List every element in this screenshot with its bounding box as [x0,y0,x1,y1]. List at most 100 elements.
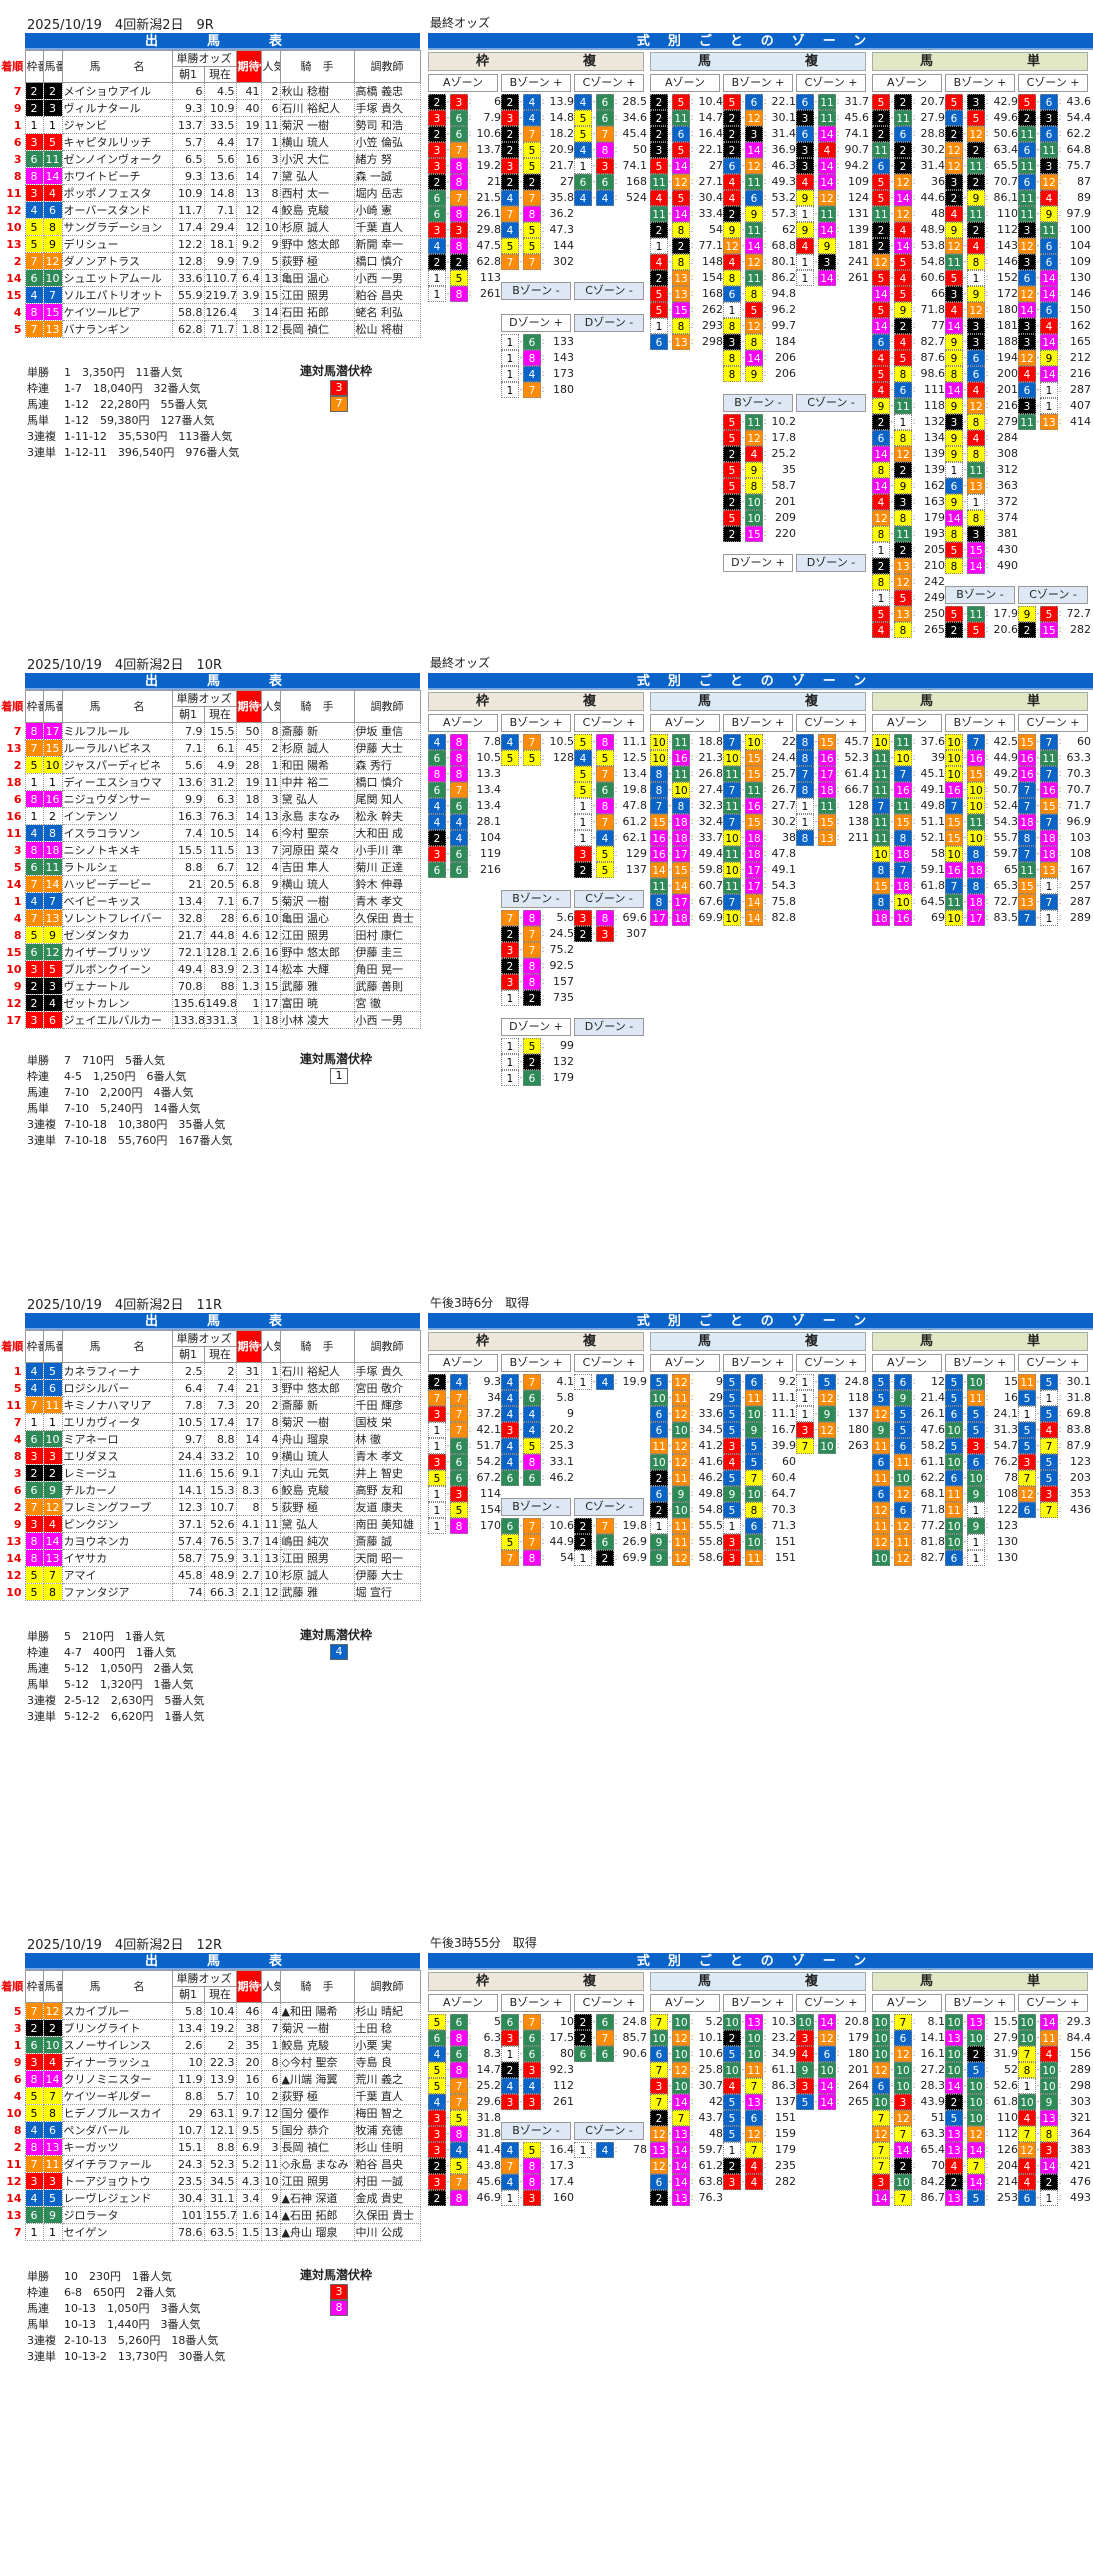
zone-entry[interactable]: 3-4:20.2 [501,1422,574,1438]
horse-row[interactable]: 13 6 9 ジロラータ 101 155.7 1.6 14 ▲石田 拓郎 久保田 貴士 [0,2206,421,2224]
zone-entry[interactable]: 6-1:493 [1018,2190,1091,2206]
zone-entry[interactable]: 12-11:81.8 [872,1534,945,1550]
zone-entry[interactable]: 3-4:14.8 [501,110,574,126]
zone-entry[interactable]: 6-6:168 [574,174,647,190]
zone-entry[interactable]: 15-1:257 [1018,878,1091,894]
zone-entry[interactable]: 15-18:61.8 [872,878,945,894]
zone-entry[interactable]: 3-4:282 [723,2174,796,2190]
zone-entry[interactable]: 1-14:261 [796,270,869,286]
zone-entry[interactable]: 2-10:23.2 [723,2030,796,2046]
zone-entry[interactable]: 11-8:52.1 [872,830,945,846]
horse-row[interactable]: 17 3 6 ジェイエルバルカー 133.8 331.3 1 18 小林 凌大 小西 一男 [0,1011,421,1029]
zone-entry[interactable]: 4-7:29.6 [428,2094,501,2110]
zone-entry[interactable]: 14-10:52.6 [945,2078,1018,2094]
zone-entry[interactable]: 6-5:24.1 [945,1406,1018,1422]
zone-entry[interactable]: 10-11:37.6 [872,734,945,750]
zone-entry[interactable]: 16-17:49.4 [650,846,723,862]
zone-entry[interactable]: 11-6:58.2 [872,1438,945,1454]
zone-entry[interactable]: 10-17:49.1 [723,862,796,878]
zone-entry[interactable]: 6-10:28.3 [872,2078,945,2094]
zone-entry[interactable]: 6-14:130 [1018,270,1091,286]
zone-entry[interactable]: 7-14:75.8 [723,894,796,910]
zone-entry[interactable]: 2-4:9.3 [428,1374,501,1390]
zone-entry[interactable]: 1-5:69.8 [1018,1406,1091,1422]
zone-entry[interactable]: 2-13:154 [650,270,723,286]
zone-entry[interactable]: 1-2:69.9 [574,1550,647,1566]
zone-entry[interactable]: 11-15:25.7 [723,766,796,782]
zone-entry[interactable]: 8-9:206 [723,366,796,382]
horse-row[interactable]: 11 3 4 ポッポノフェスタ 10.9 14.8 13 8 西村 太一 堀内 岳志 [0,184,421,202]
zone-entry[interactable]: 1-12:118 [796,1390,869,1406]
horse-row[interactable]: 5 7 13 バナランギン 62.8 71.7 1.8 12 長岡 禎仁 松山 将樹 [0,320,421,338]
zone-entry[interactable]: 5-1:31.8 [1018,1390,1091,1406]
zone-entry[interactable]: 9-5:72.7 [1018,606,1091,622]
zone-entry[interactable]: 5-14:44.6 [872,190,945,206]
zone-entry[interactable]: 3-8:157 [501,974,574,990]
zone-entry[interactable]: 3-8:31.8 [428,2126,501,2142]
zone-entry[interactable]: 7-8:17.3 [501,2158,574,2174]
zone-entry[interactable]: 5-11:16 [945,1390,1018,1406]
zone-entry[interactable]: 4-8:33.1 [501,1454,574,1470]
zone-entry[interactable]: 2-7:19.8 [574,1518,647,1534]
zone-entry[interactable]: 14-2:77 [872,318,945,334]
horse-row[interactable]: 14 6 10 シュエットアムール 33.6 110.7 6.4 13 亀田 温心 小西 一男 [0,269,421,287]
zone-entry[interactable]: 12-2:63.4 [945,142,1018,158]
zone-entry[interactable]: 7-14:65.4 [872,2142,945,2158]
zone-entry[interactable]: 6-10:10.6 [650,2046,723,2062]
zone-entry[interactable]: 9-10:201 [796,2062,869,2078]
horse-row[interactable]: 1 6 10 スノーサイレンス 2.6 2 35 1 鮫島 克駿 小栗 実 [0,2036,421,2054]
zone-entry[interactable]: 10-6:14.1 [872,2030,945,2046]
zone-entry[interactable]: 7-14:42 [650,2094,723,2110]
zone-entry[interactable]: 1-10:298 [1018,2078,1091,2094]
zone-entry[interactable]: 15-11:54.3 [945,814,1018,830]
zone-entry[interactable]: 3-6:109 [1018,254,1091,270]
zone-entry[interactable]: 3-11:45.6 [796,110,869,126]
zone-entry[interactable]: 11-14:60.7 [650,878,723,894]
zone-entry[interactable]: 10-12:41.6 [650,1454,723,1470]
zone-entry[interactable]: 4-5:60 [723,1454,796,1470]
horse-row[interactable]: 13 5 9 デリシュー 12.2 18.1 9.2 9 野中 悠太郎 新開 幸一 [0,235,421,253]
horse-row[interactable]: 9 2 3 ヴィルナタール 9.3 10.9 40 6 石川 裕紀人 手塚 貴久 [0,99,421,117]
zone-entry[interactable]: 18-7:96.9 [1018,814,1091,830]
zone-entry[interactable]: 4-6:111 [872,382,945,398]
zone-entry[interactable]: 8-15:45.7 [796,734,869,750]
zone-entry[interactable]: 2-14:214 [945,2174,1018,2190]
zone-entry[interactable]: 11-1:122 [945,1502,1018,1518]
horse-row[interactable]: 9 2 3 ヴェナートル 70.8 88 1.3 15 武藤 雅武藤 善則 [0,977,421,995]
horse-row[interactable]: 12 3 3 トーアジョウトウ 23.5 34.5 4.3 10 江田 照男 村田 一誠 [0,2172,421,2190]
horse-row[interactable]: 12 5 7 アマイ 45.8 48.9 2.7 10 杉原 誠人 伊藤 大士 [0,1566,421,1584]
zone-entry[interactable]: 11-7:45.1 [872,766,945,782]
zone-entry[interactable]: 6-10:78 [945,1470,1018,1486]
zone-entry[interactable]: 2-7:18.2 [501,126,574,142]
zone-entry[interactable]: 3-9:172 [945,286,1018,302]
zone-entry[interactable]: 4-8:7.8 [428,734,501,750]
zone-entry[interactable]: 6-13:363 [945,478,1018,494]
zone-entry[interactable]: 2-9:57.3 [723,206,796,222]
zone-entry[interactable]: 3-5:21.7 [501,158,574,174]
zone-entry[interactable]: 6-7:436 [1018,1502,1091,1518]
zone-entry[interactable]: 11-12:48 [872,206,945,222]
zone-entry[interactable]: 2-14:53.8 [872,238,945,254]
zone-entry[interactable]: 1-11:128 [796,798,869,814]
horse-row[interactable]: 3 8 18 ニシノトキメキ 15.5 11.5 13 7 河原田 菜々 小手川 準 [0,841,421,859]
zone-entry[interactable]: 15-7:60 [1018,734,1091,750]
zone-entry[interactable]: 3-3:29.8 [428,222,501,238]
zone-entry[interactable]: 16-7:70.3 [1018,766,1091,782]
zone-entry[interactable]: 5-6:43.6 [1018,94,1091,110]
zone-entry[interactable]: 11-16:49.1 [872,782,945,798]
zone-entry[interactable]: 10-2:31.9 [945,2046,1018,2062]
zone-entry[interactable]: 1-3:241 [796,254,869,270]
horse-row[interactable]: 6 3 5 キャピタルリッチ 5.7 4.4 17 1 横山 琉人 小笠 倫弘 [0,133,421,151]
zone-entry[interactable]: 3-7:75.2 [501,942,574,958]
zone-entry[interactable]: 4-8:265 [872,622,945,638]
zone-entry[interactable]: 6-12:68.1 [872,1486,945,1502]
zone-entry[interactable]: 5-9:16.7 [723,1422,796,1438]
horse-row[interactable]: 2 7 12 フレミングフープ 12.3 10.7 8 5 荻野 極友道 康夫 [0,1498,421,1516]
zone-entry[interactable]: 5-6:34.6 [574,110,647,126]
horse-row[interactable]: 14 8 13 イヤサカ 58.7 75.9 3.1 13 江田 照男 天間 昭一 [0,1549,421,1567]
zone-entry[interactable]: 6-12:87 [1018,174,1091,190]
zone-entry[interactable]: 7-11:26.7 [723,782,796,798]
zone-entry[interactable]: 5-11:17.9 [945,606,1018,622]
zone-entry[interactable]: 1-6:71.3 [723,1518,796,1534]
zone-entry[interactable]: 1-7:42.1 [428,1422,501,1438]
